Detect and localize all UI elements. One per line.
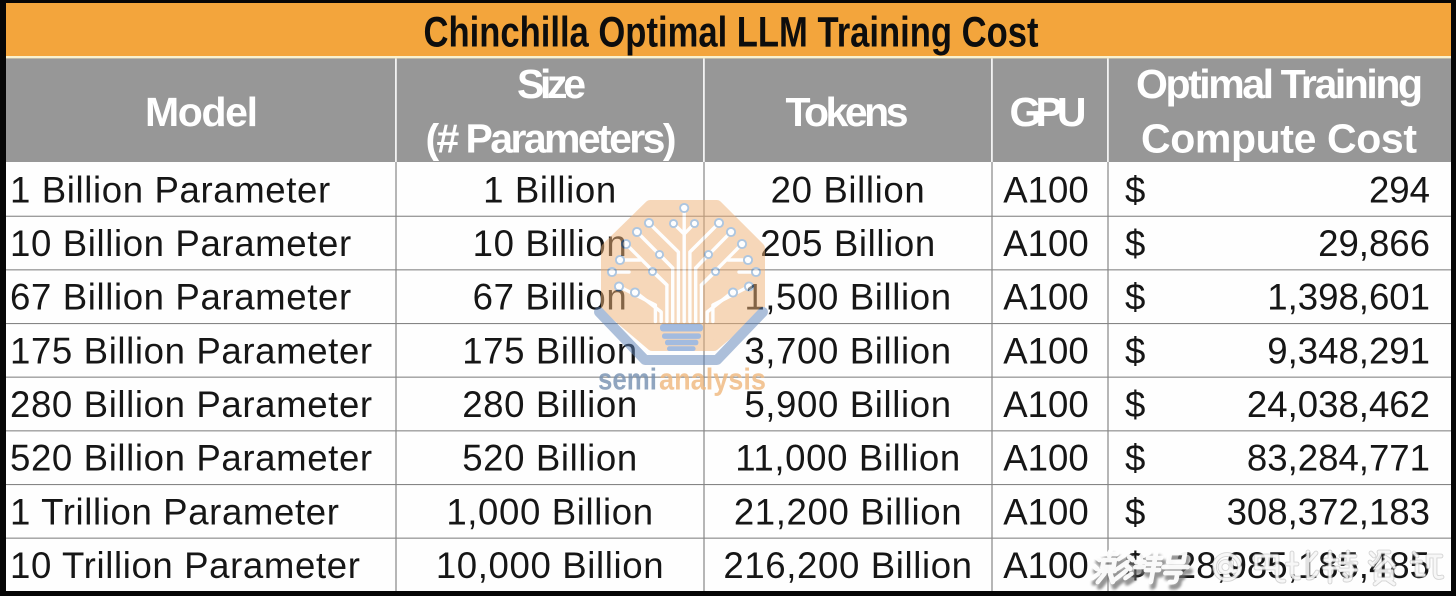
svg-text:A100: A100 — [1003, 169, 1088, 210]
svg-text:1 Trillion Parameter: 1 Trillion Parameter — [10, 491, 340, 532]
svg-text:A100: A100 — [1003, 384, 1088, 425]
svg-text:Tokens: Tokens — [786, 89, 909, 135]
svg-text:A100: A100 — [1003, 545, 1088, 586]
svg-text:Optimal Training: Optimal Training — [1136, 61, 1423, 107]
svg-text:$: $ — [1125, 330, 1145, 371]
svg-text:Model: Model — [145, 89, 258, 135]
svg-text:20 Billion: 20 Billion — [771, 169, 926, 210]
svg-text:520 Billion Parameter: 520 Billion Parameter — [10, 438, 373, 479]
svg-text:(# Parameters): (# Parameters) — [426, 116, 677, 162]
svg-text:1 Billion Parameter: 1 Billion Parameter — [10, 169, 331, 210]
svg-text:280 Billion: 280 Billion — [462, 384, 638, 425]
svg-text:9,348,291: 9,348,291 — [1267, 330, 1430, 371]
svg-text:semi: semi — [598, 362, 657, 397]
svg-text:3,700 Billion: 3,700 Billion — [744, 330, 951, 371]
svg-text:67 Billion Parameter: 67 Billion Parameter — [10, 277, 352, 318]
svg-text:1,500 Billion: 1,500 Billion — [744, 277, 951, 318]
svg-text:$: $ — [1125, 438, 1145, 479]
svg-text:A100: A100 — [1003, 223, 1088, 264]
svg-text:29,866: 29,866 — [1318, 223, 1430, 264]
svg-text:Chinchilla Optimal LLM Trainin: Chinchilla Optimal LLM Training Cost — [424, 9, 1039, 56]
svg-text:21,200 Billion: 21,200 Billion — [734, 491, 962, 532]
svg-text:1 Billion: 1 Billion — [483, 169, 617, 210]
svg-text:A100: A100 — [1003, 330, 1088, 371]
svg-text:280 Billion Parameter: 280 Billion Parameter — [10, 384, 373, 425]
svg-text:175 Billion: 175 Billion — [462, 330, 638, 371]
svg-text:1,000 Billion: 1,000 Billion — [446, 491, 653, 532]
svg-text:216,200 Billion: 216,200 Billion — [723, 545, 972, 586]
svg-text:GPU: GPU — [1010, 89, 1087, 135]
svg-text:$: $ — [1125, 277, 1145, 318]
svg-text:5,900 Billion: 5,900 Billion — [744, 384, 951, 425]
svg-text:308,372,183: 308,372,183 — [1227, 491, 1430, 532]
svg-text:10 Billion Parameter: 10 Billion Parameter — [10, 223, 352, 264]
svg-text:A100: A100 — [1003, 277, 1088, 318]
svg-text:10,000 Billion: 10,000 Billion — [436, 545, 664, 586]
svg-text:175 Billion Parameter: 175 Billion Parameter — [10, 330, 373, 371]
svg-text:$: $ — [1125, 223, 1145, 264]
svg-text:24,038,462: 24,038,462 — [1247, 384, 1430, 425]
svg-text:$: $ — [1125, 491, 1145, 532]
svg-text:10 Trillion Parameter: 10 Trillion Parameter — [10, 545, 361, 586]
svg-text:$: $ — [1125, 169, 1145, 210]
svg-text:analysis: analysis — [659, 362, 766, 397]
svg-text:520 Billion: 520 Billion — [462, 438, 638, 479]
svg-text:A100: A100 — [1003, 491, 1088, 532]
svg-text:205 Billion: 205 Billion — [760, 223, 936, 264]
svg-text:$: $ — [1125, 384, 1145, 425]
svg-text:1,398,601: 1,398,601 — [1267, 277, 1430, 318]
svg-text:Size: Size — [517, 61, 586, 107]
svg-text:83,284,771: 83,284,771 — [1247, 438, 1430, 479]
svg-text:A100: A100 — [1003, 438, 1088, 479]
svg-text:Compute Cost: Compute Cost — [1141, 116, 1417, 162]
svg-text:294: 294 — [1369, 169, 1430, 210]
svg-text:11,000 Billion: 11,000 Billion — [735, 438, 961, 479]
